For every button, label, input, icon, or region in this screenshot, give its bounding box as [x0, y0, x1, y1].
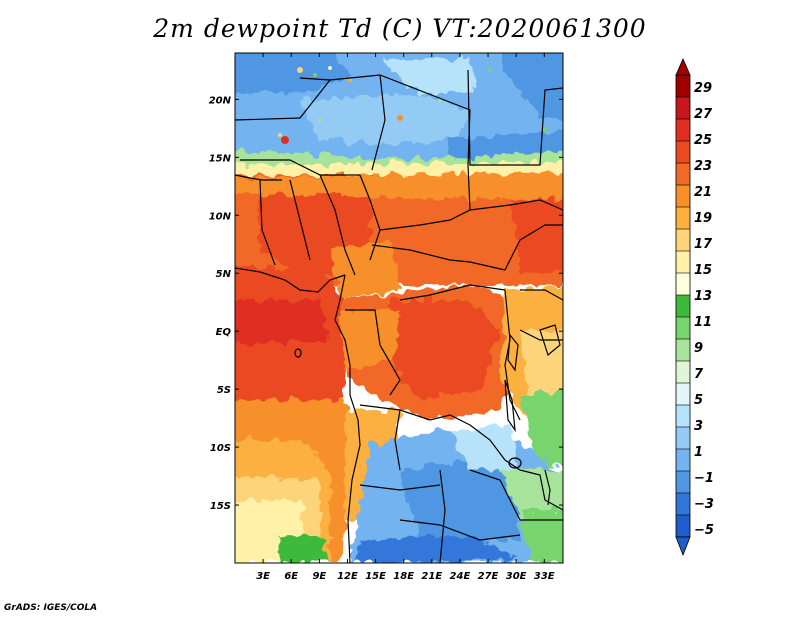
y-tick-label: 5S: [217, 385, 231, 396]
colorbar-tick-label: 23: [694, 159, 712, 174]
x-tick-label: 12E: [337, 571, 358, 582]
colorbar-swatch: [676, 75, 690, 98]
x-axis: 3E 6E 9E 12E 15E 18E 21E 24E 27E 30E 33E: [256, 53, 555, 582]
colorbar-swatch: [676, 361, 690, 384]
colorbar-tick-label: 13: [694, 289, 712, 304]
x-tick-label: 3E: [256, 571, 270, 582]
x-tick-label: 24E: [450, 571, 471, 582]
plot-frame: [234, 52, 564, 564]
colorbar-tick-label: 9: [694, 341, 703, 356]
colorbar-swatch: [676, 427, 690, 450]
x-tick-label: 6E: [284, 571, 298, 582]
colorbar-tick-label: 27: [694, 107, 713, 122]
colorbar-tick-label: −5: [694, 523, 714, 538]
country-borders: [235, 69, 563, 563]
colorbar-arrow-bottom: [675, 536, 691, 557]
colorbar-tick-label: −1: [694, 471, 714, 486]
colorbar-tick-label: −3: [694, 497, 714, 512]
y-tick-label: 15N: [209, 153, 232, 164]
x-tick-label: 21E: [421, 571, 442, 582]
colorbar-arrow-top: [675, 58, 691, 76]
colorbar-swatch: [676, 449, 690, 472]
x-tick-label: 9E: [312, 571, 326, 582]
colorbar-swatch: [676, 185, 690, 208]
colorbar-swatch: [676, 251, 690, 274]
colorbar-tick-label: 11: [694, 315, 712, 330]
colorbar-tick-label: 7: [694, 367, 704, 382]
colorbar-swatch: [676, 295, 690, 318]
colorbar-tick-label: 21: [694, 185, 712, 200]
y-axis: 20N 15N 10N 5N EQ 5S 10S 15S: [209, 95, 563, 512]
lakes: [294, 324, 561, 506]
x-tick-label: 15E: [365, 571, 386, 582]
colorbar-tick-label: 25: [694, 133, 712, 148]
y-tick-label: 10S: [210, 443, 231, 454]
x-tick-label: 18E: [393, 571, 414, 582]
colorbar-swatch: [676, 141, 690, 164]
colorbar-swatch: [676, 163, 690, 186]
colorbar-tick-label: 3: [694, 419, 703, 434]
colorbar-tick-label: 15: [694, 263, 712, 278]
y-tick-label: 20N: [209, 95, 232, 106]
y-tick-label: EQ: [216, 327, 232, 338]
colorbar-tick-label: 5: [694, 393, 703, 408]
colorbar-swatch: [676, 339, 690, 362]
x-tick-label: 30E: [506, 571, 527, 582]
colorbar-swatch: [676, 119, 690, 142]
grads-credit: GrADS: IGES/COLA: [4, 603, 98, 613]
y-tick-label: 10N: [209, 211, 232, 222]
colorbar-swatch: [676, 471, 690, 494]
colorbar-tick-label: 1: [694, 445, 703, 460]
colorbar-tick-label: 17: [694, 237, 713, 252]
y-tick-label: 15S: [210, 501, 231, 512]
colorbar-swatch: [676, 273, 690, 296]
colorbar-swatch: [676, 317, 690, 340]
colorbar-swatch: [676, 383, 690, 406]
colorbar-swatch: [676, 97, 690, 120]
colorbar-swatch: [676, 229, 690, 252]
colorbar: 29 27 25 23 21 19 17 15 13 11 9 7 5 3 1 −1 −3 −5: [675, 58, 714, 557]
colorbar-swatch: [676, 405, 690, 428]
colorbar-tick-label: 29: [694, 81, 712, 96]
colorbar-swatch: [676, 493, 690, 516]
x-tick-label: 33E: [534, 571, 555, 582]
colorbar-tick-label: 19: [694, 211, 712, 226]
x-tick-label: 27E: [478, 571, 499, 582]
dewpoint-field: [235, 53, 563, 563]
colorbar-swatch: [676, 207, 690, 230]
chart-title: 2m dewpoint Td (C) VT:2020061300: [153, 14, 647, 43]
colorbar-swatch: [676, 515, 690, 538]
y-tick-label: 5N: [216, 269, 232, 280]
sahara-speckle: [278, 66, 547, 144]
